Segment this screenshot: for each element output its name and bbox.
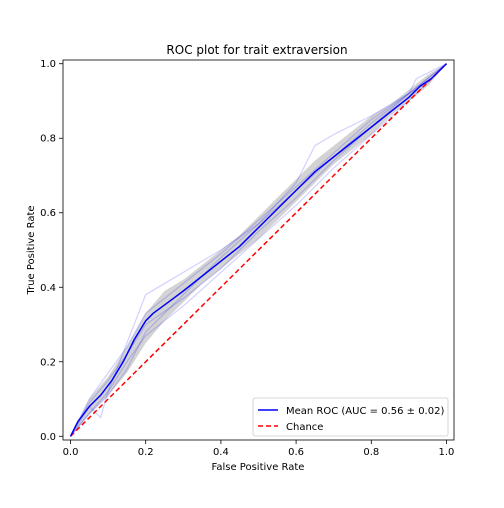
plot-frame xyxy=(62,59,455,441)
y-axis-label: True Positive Rate xyxy=(26,205,37,295)
x-axis-label: False Positive Rate xyxy=(212,462,305,473)
x-tick-label: 0.0 xyxy=(63,447,79,458)
fold-roc-curve-4 xyxy=(70,63,447,437)
y-tick-label: 0.6 xyxy=(40,208,56,219)
chart-title: ROC plot for trait extraversion xyxy=(166,43,347,57)
x-tick-label: 0.6 xyxy=(288,447,304,458)
legend: Mean ROC (AUC = 0.56 ± 0.02) Chance xyxy=(252,397,449,437)
legend-mean-roc-label: Mean ROC (AUC = 0.56 ± 0.02) xyxy=(286,406,444,417)
legend-chance-label: Chance xyxy=(286,422,323,433)
y-tick-label: 0.0 xyxy=(40,432,56,443)
x-axis-ticks: 0.0 0.2 0.4 0.6 0.8 1.0 xyxy=(63,440,455,458)
chance-line xyxy=(69,63,448,437)
fold-roc-curve-2 xyxy=(70,63,447,437)
mean-roc-line xyxy=(69,63,448,437)
fold-roc-curve-1 xyxy=(69,63,447,437)
y-tick-label: 0.8 xyxy=(40,134,56,145)
x-tick-label: 0.4 xyxy=(213,447,229,458)
x-tick-label: 1.0 xyxy=(439,447,455,458)
x-tick-label: 0.8 xyxy=(363,447,379,458)
legend-box xyxy=(252,397,449,437)
y-tick-label: 0.2 xyxy=(40,357,56,368)
y-tick-label: 0.4 xyxy=(40,283,56,294)
series-layer xyxy=(69,63,448,437)
fold-roc-curve-5 xyxy=(69,63,447,437)
y-tick-label: 1.0 xyxy=(40,59,56,70)
y-axis-ticks: 0.0 0.2 0.4 0.6 0.8 1.0 xyxy=(40,59,63,443)
x-tick-label: 0.2 xyxy=(138,447,154,458)
